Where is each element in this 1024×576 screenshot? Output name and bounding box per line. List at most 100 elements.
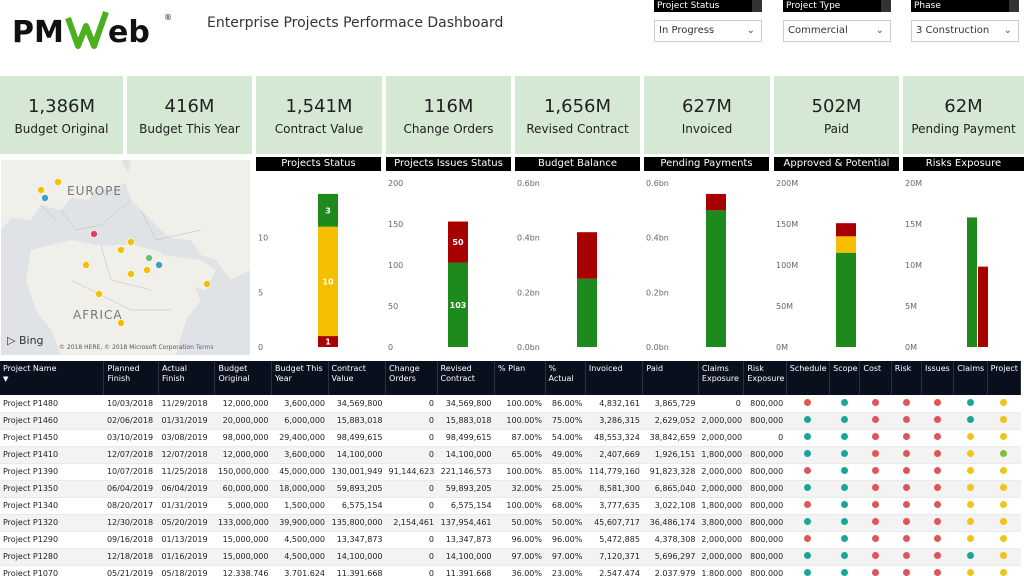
- map-marker[interactable]: [127, 238, 135, 246]
- table-row[interactable]: Project P1340 08/20/2017 01/31/2019 5,000,0…: [0, 497, 1021, 515]
- project-status-select[interactable]: In Progress ⌄: [654, 20, 762, 42]
- sort-desc-icon[interactable]: ▼: [3, 375, 9, 383]
- column-header-label: Actual Finish: [161, 364, 188, 383]
- table-cell: 11,391,668: [437, 565, 495, 576]
- bar-segment[interactable]: [836, 236, 856, 253]
- filter-project-type[interactable]: Project Type Commercial ⌄: [783, 0, 891, 42]
- status-cell: [859, 480, 892, 498]
- column-header[interactable]: Risk Exposure: [743, 361, 787, 395]
- status-cell: [953, 514, 988, 532]
- column-header[interactable]: Project: [987, 361, 1022, 395]
- column-header[interactable]: Actual Finish: [158, 361, 216, 395]
- bar-segment[interactable]: [448, 262, 468, 347]
- table-row[interactable]: Project P1450 03/10/2019 03/08/2019 98,000,…: [0, 429, 1021, 447]
- kpi-invoiced[interactable]: 627M Invoiced: [644, 76, 770, 154]
- bar-segment[interactable]: [706, 210, 726, 347]
- terms-link[interactable]: Terms: [195, 344, 214, 351]
- bar[interactable]: [967, 217, 977, 347]
- kpi-budget-original[interactable]: 1,386M Budget Original: [0, 76, 123, 154]
- table-row[interactable]: Project P1460 02/06/2018 01/31/2019 20,000,…: [0, 412, 1021, 430]
- chart-approved-potential[interactable]: Approved & Potential 200M 150M 100M 50M 0M: [774, 157, 899, 353]
- column-header[interactable]: % Actual: [545, 361, 586, 395]
- bar-segment[interactable]: [836, 252, 856, 347]
- status-cell: [987, 565, 1021, 576]
- projects-table[interactable]: Project Name ▼ Planned Finish Actual Finish…: [0, 361, 1024, 576]
- table-row[interactable]: Project P1070 05/21/2019 05/18/2019 12,338,…: [0, 565, 1021, 576]
- bar-segment[interactable]: [318, 226, 338, 337]
- bar-segment[interactable]: [318, 336, 338, 347]
- kpi-label: Invoiced: [681, 122, 733, 136]
- map-marker[interactable]: [117, 246, 125, 254]
- bar-segment[interactable]: [577, 278, 597, 347]
- map-marker[interactable]: [143, 266, 151, 274]
- chart-budget-balance[interactable]: Budget Balance 0.6bn 0.4bn 0.2bn 0.0bn: [515, 157, 640, 353]
- status-dot-icon: [902, 552, 910, 559]
- table-row[interactable]: Project P1290 09/16/2018 01/13/2019 15,000,…: [0, 531, 1021, 549]
- kpi-value: 416M: [164, 96, 215, 117]
- status-dot-icon: [1000, 450, 1008, 457]
- kpi-change-orders[interactable]: 116M Change Orders: [386, 76, 511, 154]
- status-dot-icon: [902, 450, 910, 457]
- column-header[interactable]: Change Orders: [385, 361, 438, 395]
- projects-map[interactable]: EUROPE AFRICA ▷ Bing © 2018 HERE, © 2018…: [1, 160, 250, 355]
- table-row[interactable]: Project P1480 10/03/2018 11/29/2018 12,000,…: [0, 395, 1021, 413]
- phase-select[interactable]: 3 Construction ⌄: [911, 20, 1019, 42]
- map-marker[interactable]: [41, 194, 49, 202]
- column-header[interactable]: Cost: [859, 361, 892, 395]
- column-header[interactable]: Planned Finish: [103, 361, 159, 395]
- bar-segment[interactable]: [577, 232, 597, 279]
- status-dot-icon: [934, 398, 942, 406]
- column-header[interactable]: Schedule: [786, 361, 831, 395]
- chart-projects-issues-status[interactable]: Projects Issues Status 200 150 100 50 0 103 50: [386, 157, 511, 353]
- kpi-paid[interactable]: 502M Paid: [774, 76, 899, 154]
- map-marker[interactable]: [90, 230, 98, 238]
- column-header[interactable]: Paid: [642, 361, 699, 395]
- map-marker[interactable]: [145, 254, 153, 262]
- map-marker[interactable]: [95, 290, 103, 298]
- bar-segment[interactable]: [448, 221, 468, 263]
- map-marker[interactable]: [54, 178, 62, 186]
- table-row[interactable]: Project P1320 12/30/2018 05/20/2019 133,000…: [0, 514, 1021, 532]
- column-header[interactable]: % Plan: [494, 361, 546, 395]
- column-header[interactable]: Claims: [953, 361, 988, 395]
- table-row[interactable]: Project P1390 10/07/2018 11/25/2018 150,000…: [0, 463, 1021, 481]
- chart-risks-exposure[interactable]: Risks Exposure 20M 15M 10M 5M 0M: [903, 157, 1024, 353]
- column-header[interactable]: Scope: [829, 361, 861, 395]
- map-marker[interactable]: [82, 261, 90, 269]
- map-marker[interactable]: [203, 280, 211, 288]
- kpi-contract-value[interactable]: 1,541M Contract Value: [256, 76, 382, 154]
- bar-segment[interactable]: [706, 193, 726, 211]
- table-cell: 6,865,040: [642, 480, 699, 498]
- filter-project-status[interactable]: Project Status In Progress ⌄: [654, 0, 762, 42]
- chart-pending-payments[interactable]: Pending Payments 0.6bn 0.4bn 0.2bn 0.0bn: [644, 157, 769, 353]
- bar[interactable]: [978, 266, 988, 347]
- chart-projects-status[interactable]: Projects Status 10 5 0 1 10 3: [256, 157, 381, 353]
- column-header[interactable]: Contract Value: [328, 361, 387, 395]
- column-header[interactable]: Budget This Year: [271, 361, 329, 395]
- column-header[interactable]: Issues: [921, 361, 955, 395]
- project-type-select[interactable]: Commercial ⌄: [783, 20, 891, 42]
- kpi-revised-contract[interactable]: 1,656M Revised Contract: [515, 76, 640, 154]
- column-header[interactable]: Risk: [891, 361, 922, 395]
- map-marker[interactable]: [37, 186, 45, 194]
- status-cell: [953, 480, 988, 498]
- column-header[interactable]: Budget Original: [214, 361, 272, 395]
- kpi-budget-this-year[interactable]: 416M Budget This Year: [127, 76, 252, 154]
- column-header[interactable]: Project Name ▼: [0, 361, 105, 395]
- column-header[interactable]: Revised Contract: [437, 361, 496, 395]
- table-row[interactable]: Project P1410 12/07/2018 12/07/2018 12,000,…: [0, 446, 1021, 464]
- column-header[interactable]: Invoiced: [585, 361, 644, 395]
- filter-phase[interactable]: Phase 3 Construction ⌄: [911, 0, 1019, 42]
- bar-segment[interactable]: [836, 223, 856, 237]
- bar-segment[interactable]: [318, 193, 338, 227]
- kpi-pending-payment[interactable]: 62M Pending Payment: [903, 76, 1024, 154]
- table-cell: 36,486,174: [642, 514, 699, 532]
- table-row[interactable]: Project P1350 06/04/2019 06/04/2019 60,000,…: [0, 480, 1021, 498]
- status-dot-icon: [966, 398, 974, 406]
- status-cell: [921, 548, 954, 566]
- column-header[interactable]: Claims Exposure: [698, 361, 745, 395]
- map-marker[interactable]: [155, 261, 163, 269]
- table-row[interactable]: Project P1280 12/18/2018 01/16/2019 15,000,…: [0, 548, 1021, 566]
- map-marker[interactable]: [117, 319, 125, 327]
- map-marker[interactable]: [127, 270, 135, 278]
